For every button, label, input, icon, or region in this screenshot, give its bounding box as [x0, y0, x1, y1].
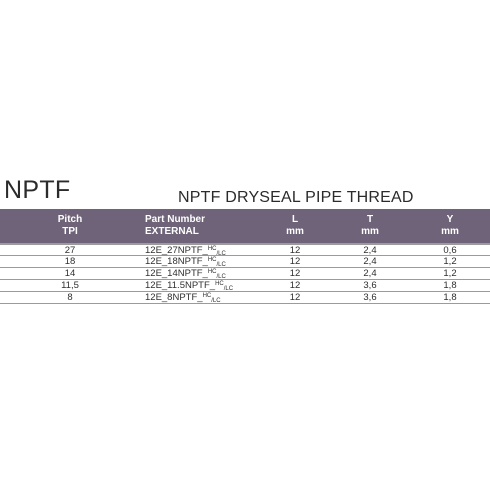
header-pitch: Pitch TPI: [57, 214, 83, 237]
table-row: 8 12E_8NPTF_HC/LC 12 3,6 1,8: [0, 292, 490, 304]
cell-y: 1,8: [443, 280, 457, 291]
table-row: 18 12E_18NPTF_HC/LC 12 2,4 1,2: [0, 256, 490, 268]
cell-part-number: 12E_14NPTF_HC/LC: [145, 268, 226, 280]
cell-pitch: 11,5: [61, 280, 79, 291]
cell-t: 2,4: [363, 245, 377, 256]
cell-t: 3,6: [363, 292, 377, 303]
table-row: 14 12E_14NPTF_HC/LC 12 2,4 1,2: [0, 268, 490, 280]
thread-spec-table: Pitch TPI Part Number EXTERNAL L mm T mm…: [0, 209, 490, 304]
cell-y: 0,6: [443, 245, 457, 256]
header-t: T mm: [361, 214, 379, 237]
cell-l: 12: [289, 280, 301, 291]
cell-part-number: 12E_18NPTF_HC/LC: [145, 256, 226, 268]
cell-l: 12: [289, 256, 301, 267]
cell-pitch: 8: [67, 292, 73, 303]
cell-part-number: 12E_11.5NPTF_HC/LC: [145, 280, 234, 292]
cell-part-number: 12E_8NPTF_HC/LC: [145, 292, 221, 304]
header-y: Y mm: [441, 214, 459, 237]
cell-pitch: 27: [64, 245, 76, 256]
table-body: 27 12E_27NPTF_HC/LC 12 2,4 0,6 18 12E_18…: [0, 243, 490, 304]
cell-y: 1,2: [443, 256, 457, 267]
header-l: L mm: [286, 214, 304, 237]
cell-l: 12: [289, 245, 301, 256]
cell-y: 1,8: [443, 292, 457, 303]
cell-pitch: 14: [64, 268, 76, 279]
cell-part-number: 12E_27NPTF_HC/LC: [145, 245, 226, 257]
cell-pitch: 18: [64, 256, 76, 267]
cell-y: 1,2: [443, 268, 457, 279]
table-caption: NPTF DRYSEAL PIPE THREAD: [178, 189, 414, 206]
cell-t: 2,4: [363, 268, 377, 279]
cell-t: 2,4: [363, 256, 377, 267]
table-header-row: Pitch TPI Part Number EXTERNAL L mm T mm…: [0, 209, 490, 243]
table-row: 27 12E_27NPTF_HC/LC 12 2,4 0,6: [0, 244, 490, 257]
cell-l: 12: [289, 292, 301, 303]
header-part-number: Part Number EXTERNAL: [145, 214, 206, 237]
table-row: 11,5 12E_11.5NPTF_HC/LC 12 3,6 1,8: [0, 280, 490, 292]
cell-t: 3,6: [363, 280, 377, 291]
cell-l: 12: [289, 268, 301, 279]
thread-code-title: NPTF: [4, 176, 71, 204]
